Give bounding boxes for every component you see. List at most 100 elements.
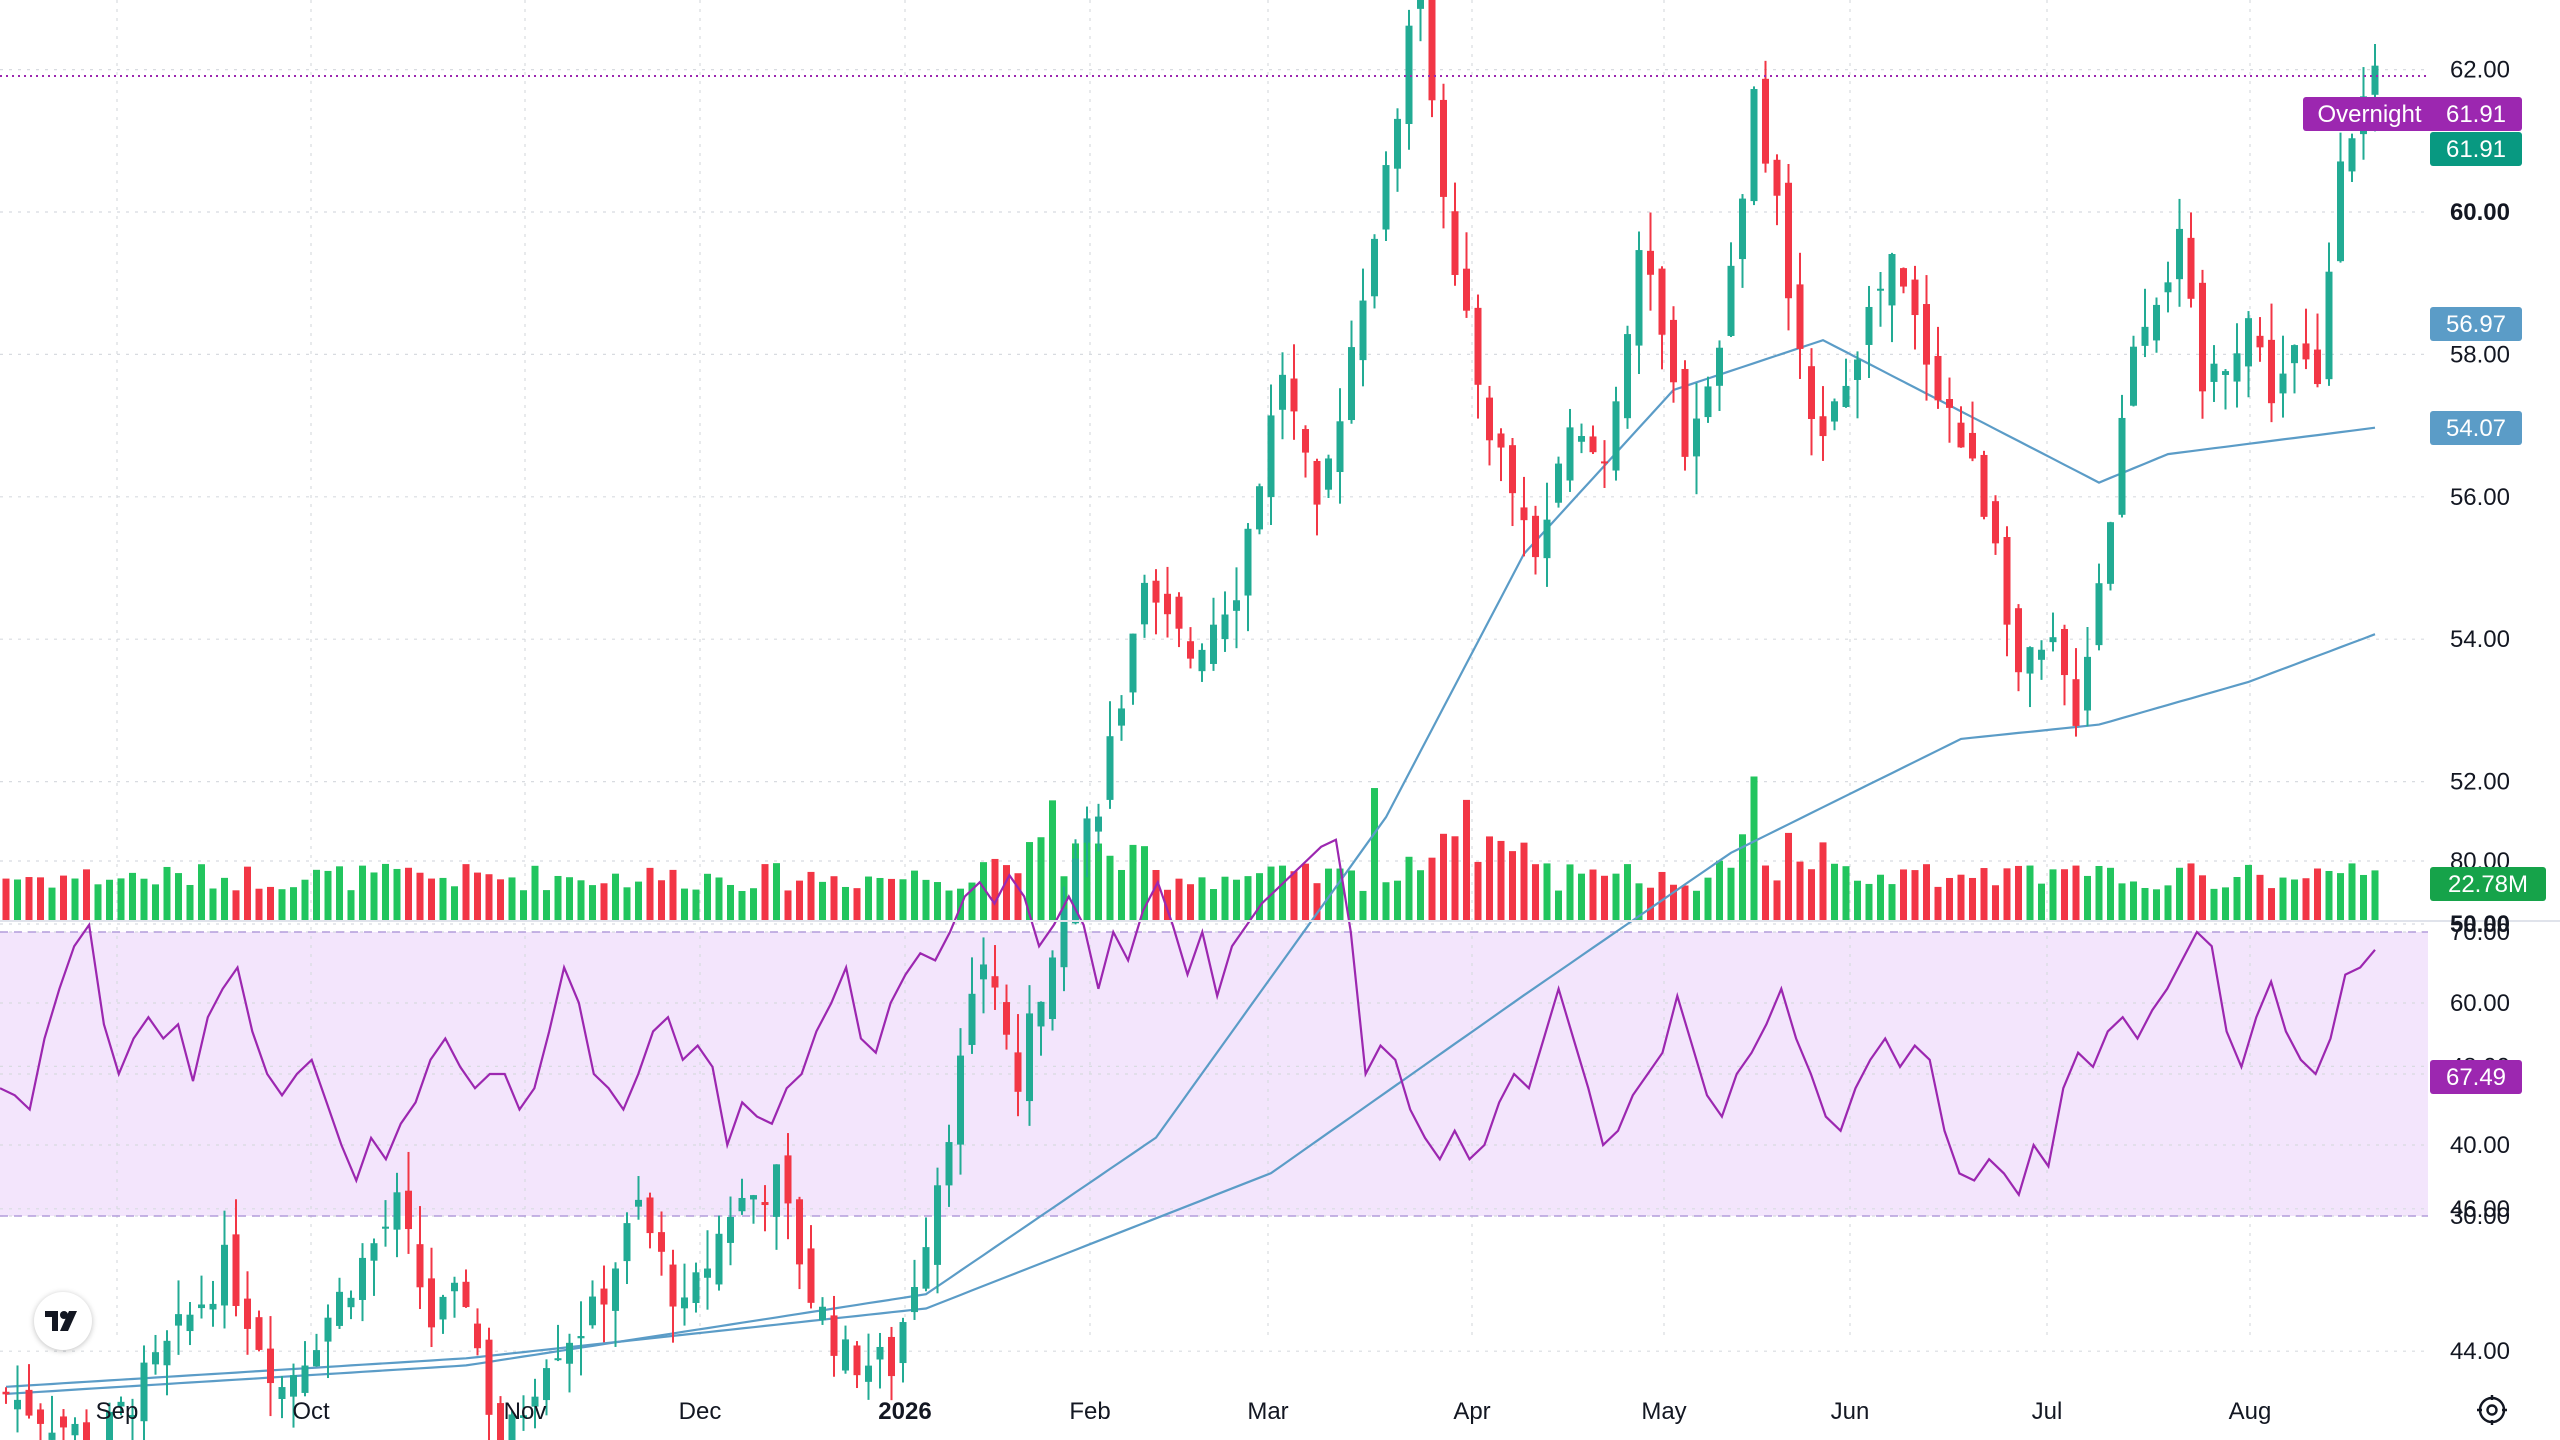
volume-bar [393, 868, 401, 921]
candle-body [577, 1336, 585, 1339]
last-price-tag-bg [2430, 132, 2522, 166]
moving-averages [5, 339, 2376, 1395]
volume-bar [1417, 870, 1424, 921]
candle-body [1060, 908, 1068, 968]
candle-body [1739, 198, 1746, 260]
candle-body [1992, 501, 1999, 544]
volume-bar [2210, 888, 2218, 921]
candle-body [934, 1185, 941, 1265]
candle-body [1290, 378, 1298, 412]
volume-tag: 22.78M [2448, 871, 2528, 898]
volume-bar [1118, 869, 1125, 921]
candle-body [2279, 373, 2287, 394]
candle-body [37, 1409, 44, 1424]
candle-body [2325, 271, 2333, 380]
candle-body [1877, 288, 1884, 291]
candle-body [1773, 159, 1781, 196]
candle-body [1658, 268, 1666, 335]
volume-bar [1152, 869, 1160, 921]
candle-body [2314, 349, 2321, 385]
candle-body [554, 1358, 562, 1361]
volume-bar [1727, 867, 1735, 921]
axis-tags: Overnight 61.91 61.91 56.97 54.07 22.78M 67.49 [2303, 97, 2546, 1094]
volume-bar [853, 888, 861, 921]
candle-body [1865, 306, 1873, 345]
tradingview-logo[interactable] [34, 1292, 92, 1350]
volume-bar [1750, 776, 1758, 921]
volume-bar [2084, 875, 2091, 921]
volume-bar [1923, 864, 1930, 921]
price-tick-label: 58.00 [2450, 341, 2510, 368]
candle-body [1279, 374, 1286, 410]
candle-body [485, 1339, 493, 1415]
rsi-line [0, 838, 2376, 1198]
candle-body [1221, 614, 1229, 640]
volume-bar [1532, 864, 1539, 921]
volume-bar [1141, 846, 1148, 921]
volume-bar [1037, 837, 1045, 921]
volume-bar [520, 890, 527, 921]
volume-bar [2176, 867, 2183, 921]
candle-body [1095, 816, 1102, 832]
volume-bar [1049, 800, 1056, 921]
volume-bar [819, 881, 826, 921]
volume-bar [71, 878, 79, 921]
candle-body [152, 1352, 159, 1365]
volume-bar [1888, 884, 1896, 921]
candle-body [278, 1387, 286, 1400]
volume-bar [865, 876, 872, 921]
candle-body [1681, 368, 1689, 457]
candle-body [1118, 708, 1125, 726]
time-axis[interactable]: Sep Oct Nov Dec 2026 Feb Mar Apr May Jun Jul Aug [96, 1398, 2272, 1425]
volume-bar [738, 890, 746, 921]
volume-bar [1095, 843, 1102, 921]
volume-bar [1635, 883, 1643, 921]
candle-body [1175, 596, 1183, 629]
candle-body [1819, 416, 1827, 437]
candle-body [2061, 628, 2068, 676]
candle-body [1256, 486, 1263, 530]
last-price-tag: 61.91 [2446, 136, 2506, 163]
candle-body [221, 1244, 228, 1306]
volume-bar [2072, 865, 2080, 921]
candle-body [704, 1268, 711, 1278]
volume-bar [1509, 851, 1516, 921]
volume-bar [485, 874, 493, 921]
time-tick-label: Jul [2032, 1398, 2063, 1425]
candle-body [773, 1164, 780, 1217]
candle-body [2302, 343, 2310, 360]
candle-body [1842, 385, 1850, 407]
volume-bar [1842, 866, 1850, 921]
candle-body [2245, 318, 2252, 367]
volume-bar [1957, 874, 1965, 921]
candle-body [416, 1244, 424, 1288]
volume-bar [2233, 877, 2241, 921]
volume-bar [658, 880, 665, 921]
price-axis[interactable]: 64.0062.0060.0058.0056.0054.0052.0050.00… [2450, 0, 2510, 1440]
candle-body [600, 1288, 608, 1305]
candle-body [566, 1342, 573, 1364]
volume-bar [129, 872, 136, 921]
volume-bar [1106, 855, 1114, 921]
candle-body [117, 1401, 125, 1407]
candle-body [1601, 461, 1608, 464]
candle-body [1727, 265, 1735, 336]
volume-bar [784, 890, 792, 921]
volume-bar [761, 864, 769, 921]
time-tick-label: May [1641, 1398, 1686, 1425]
volume-bar [1382, 882, 1390, 921]
overnight-label-tag: Overnight [2317, 101, 2421, 128]
settings-gear-icon[interactable] [2474, 1392, 2510, 1428]
candle-body [2371, 65, 2379, 95]
candle-body [738, 1197, 746, 1212]
volume-bar [1900, 869, 1907, 921]
volume-bar [451, 886, 458, 921]
candle-body [1670, 319, 1677, 383]
candle-body [922, 1247, 930, 1289]
volume-bar [255, 888, 263, 921]
candle-body [25, 1389, 33, 1416]
volume-bar [876, 877, 884, 921]
candle-body [1451, 211, 1459, 275]
volume-bar [2003, 868, 2011, 921]
